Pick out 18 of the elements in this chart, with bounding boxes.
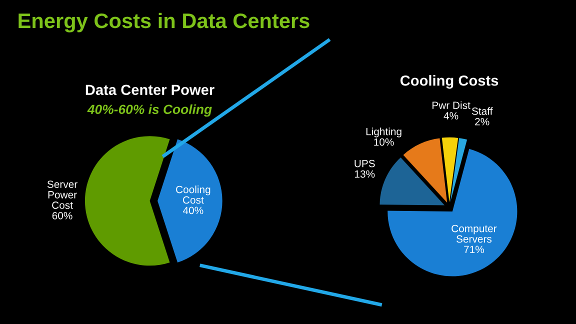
data-label: 13% [354, 170, 375, 178]
slice-label: Staff [472, 107, 493, 115]
data-label: 2% [475, 118, 490, 126]
data-label: 40% [182, 206, 204, 214]
slice-label: UPS [354, 160, 375, 168]
slice-label: Cooling Cost [176, 186, 210, 204]
data-label: 4% [444, 112, 458, 120]
slice-label: Lighting [366, 128, 402, 138]
slice-label: Computer Servers [452, 224, 497, 243]
slice-label: Server Power Cost [47, 180, 78, 209]
text: Energy Costs in Data Centers [18, 12, 310, 32]
chart-title: Cooling Costs [400, 75, 498, 89]
data-label: 60% [52, 212, 72, 220]
chart-title: Data Center Power [86, 84, 214, 96]
data-label: 71% [464, 246, 484, 254]
chart-subtitle: 40%-60% is Cooling [87, 104, 212, 117]
slice-label: Pwr Dist [432, 101, 470, 110]
data-label: 10% [374, 138, 394, 146]
